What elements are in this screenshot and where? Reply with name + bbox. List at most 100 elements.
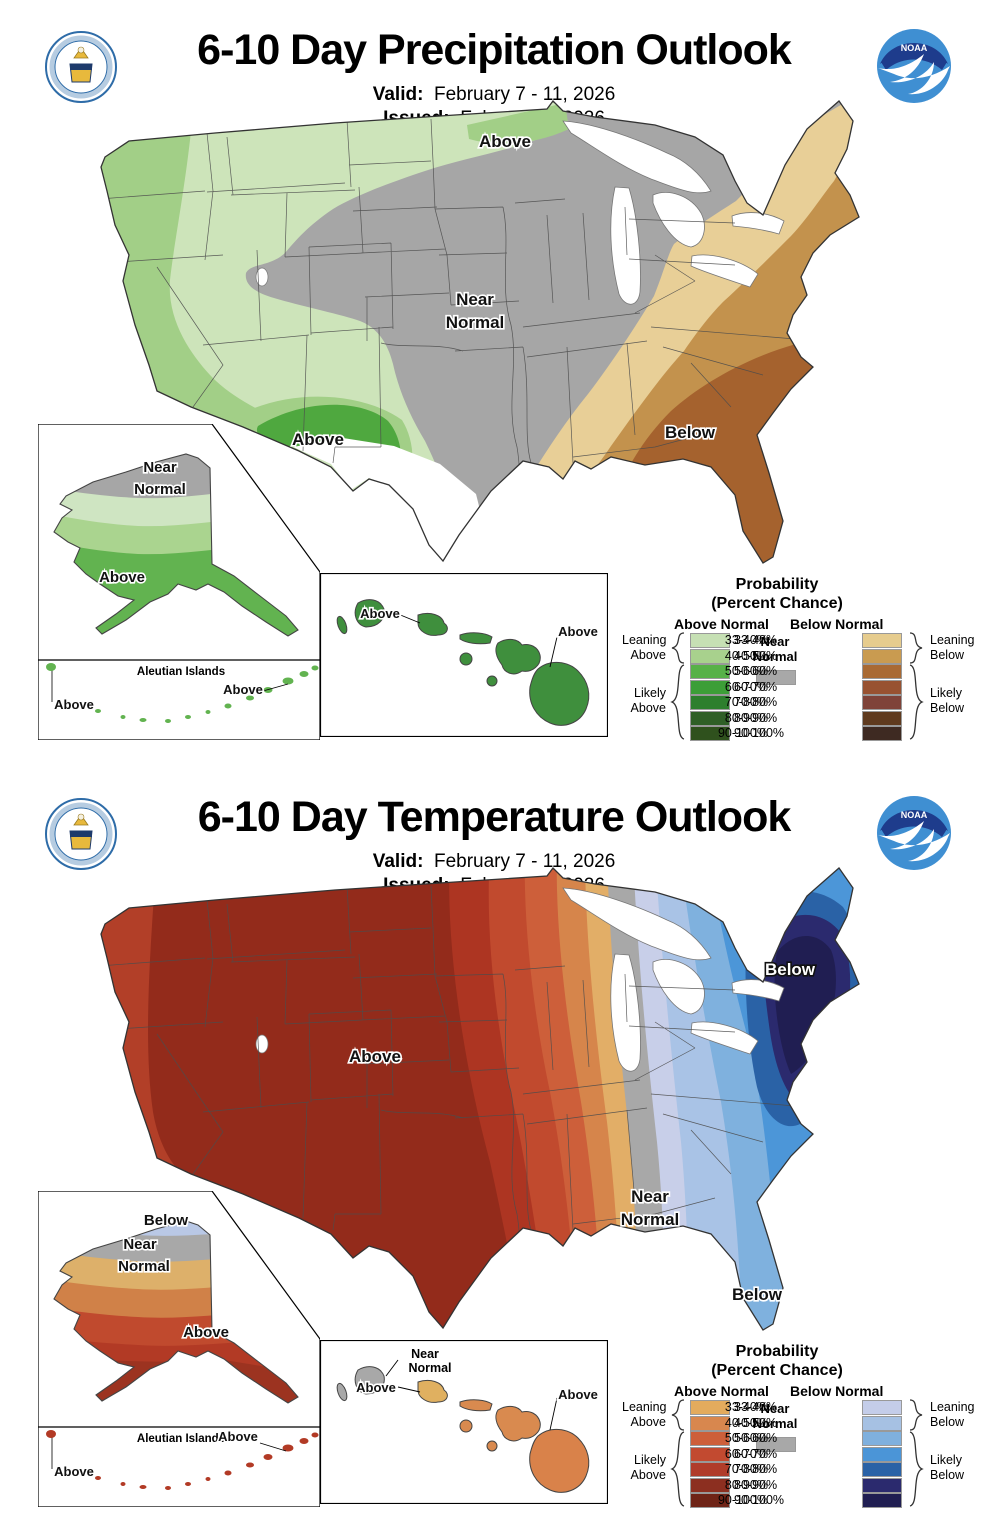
temp-ak-bands	[54, 1221, 298, 1403]
precip-white-texas	[293, 438, 481, 562]
noaa-gull-icon	[878, 821, 950, 862]
swatch	[862, 648, 902, 664]
noaa-logo: NOAA	[877, 796, 951, 870]
likely-below-brace	[909, 664, 924, 740]
noaa-gull-icon	[878, 54, 950, 95]
leaning-below-label: Leaning Below	[930, 633, 975, 662]
leaning-above-label: Leaning Above	[622, 633, 667, 662]
precip-hi-above-left: Above	[360, 606, 400, 621]
temp-hawaii-inset: Near Normal Above Above	[320, 1340, 608, 1504]
temp-ak-above: Above	[183, 1324, 229, 1341]
pct-label: 50-60%	[734, 664, 778, 678]
great-salt-lake	[255, 267, 269, 287]
swatch	[862, 1446, 902, 1462]
noaa-logo-text: NOAA	[901, 810, 928, 820]
pct-label: 60-70%	[734, 679, 778, 694]
pct-label: 90-100%	[734, 1493, 785, 1507]
near-normal-label: Near Normal	[752, 634, 798, 664]
swatch	[690, 1446, 730, 1462]
valid-label: Valid:	[372, 851, 424, 872]
temp-aleutian-above-right: Above	[218, 1429, 258, 1444]
temp-label-below-ne: Below	[765, 960, 816, 979]
swatch	[690, 1400, 730, 1415]
temp-ak-normal: Normal	[118, 1258, 170, 1275]
temp-legend: Probability (Percent Chance) Above Norma…	[612, 1343, 988, 1515]
pct-label: 33-40%	[734, 633, 778, 647]
state-borders	[101, 118, 796, 508]
swatch	[690, 664, 730, 679]
swatch	[862, 1462, 902, 1477]
temp-red-coast-band	[101, 868, 191, 1180]
dept-of-commerce-seal	[45, 31, 117, 103]
precip-ak-above: Above	[99, 569, 145, 586]
near-normal-label: Near Normal	[752, 1401, 798, 1431]
swatch	[690, 679, 730, 695]
pct-label: 80-90%	[734, 1477, 778, 1492]
precip-label-normal: Normal	[446, 313, 505, 332]
swatch	[862, 1431, 902, 1446]
pct-label: 40-50%	[734, 648, 778, 663]
alaska-outline	[53, 1220, 299, 1404]
precip-aleutian-above-left: Above	[54, 697, 94, 712]
near-normal-swatch	[756, 1437, 796, 1452]
precip-ak-near: Near	[143, 459, 177, 476]
valid-value: February 7 - 11, 2026	[433, 851, 616, 872]
temp-aleutians: Aleutian Islands Above Above	[46, 1427, 319, 1490]
swatch	[690, 1462, 730, 1477]
noaa-logo-text: NOAA	[901, 43, 928, 53]
pct-label: 33-40%	[724, 633, 768, 647]
pct-label: 33-40%	[724, 1400, 768, 1414]
precip-label-above-sw: Above	[292, 430, 344, 449]
swatch	[862, 726, 902, 741]
pct-label: 40-50%	[724, 1415, 768, 1430]
pct-label: 50-60%	[734, 1431, 778, 1445]
aleutian-islands-shapes	[46, 663, 319, 723]
near-normal-swatch	[756, 670, 796, 685]
pct-label: 70-80%	[734, 695, 778, 709]
likely-above-label: Likely Above	[630, 1453, 666, 1482]
noaa-logo: NOAA	[877, 29, 951, 103]
pct-label: 50-60%	[724, 664, 768, 678]
temp-label-near: Near	[631, 1187, 669, 1206]
hawaii-islands	[336, 1366, 590, 1493]
swatch	[862, 1493, 902, 1508]
pct-label: 70-80%	[724, 695, 768, 709]
precip-panel: 6-10 Day Precipitation Outlook Valid: Fe…	[38, 26, 988, 748]
precip-alaska-inset: Near Normal Above Aleutian Islands Above…	[38, 424, 320, 740]
precip-label-below-se: Below	[665, 423, 716, 442]
below-normal-header: Below Normal	[790, 616, 884, 632]
swatch	[690, 726, 730, 741]
pct-label: 80-90%	[724, 1477, 768, 1492]
above-normal-header: Above Normal	[674, 616, 769, 632]
temp-alaska-inset: Below Near Normal Above Aleutian Islands…	[38, 1191, 320, 1507]
swatch	[862, 1415, 902, 1431]
great-lakes	[562, 120, 785, 305]
likely-below-label: Likely Below	[930, 686, 965, 715]
swatch	[862, 695, 902, 710]
swatch	[690, 1477, 730, 1493]
pct-label: 60-70%	[734, 1446, 778, 1461]
precip-aleutian-above-right: Above	[223, 682, 263, 697]
aleutian-title: Aleutian Islands	[137, 1433, 225, 1445]
swatch	[690, 1493, 730, 1508]
temp-valid-line: Valid: February 7 - 11, 2026	[0, 851, 988, 873]
pct-label: 90-100%	[717, 1493, 768, 1507]
swatch	[690, 648, 730, 664]
pct-label: 60-70%	[724, 1446, 768, 1461]
precip-hawaii-inset: Above Above	[320, 573, 608, 737]
temp-label-normal: Normal	[621, 1210, 680, 1229]
likely-above-brace	[670, 1431, 685, 1507]
aleutian-islands-shapes	[46, 1430, 319, 1490]
precip-ak-bands	[54, 454, 298, 636]
precip-legend: Probability (Percent Chance) Above Norma…	[612, 576, 988, 748]
swatch	[862, 710, 902, 726]
temp-aleutian-above-left: Above	[54, 1464, 94, 1479]
temp-label-above: Above	[349, 1047, 401, 1066]
pct-label: 60-70%	[724, 679, 768, 694]
swatch	[862, 679, 902, 695]
temp-hi-near: Near	[411, 1347, 439, 1361]
valid-label: Valid:	[372, 84, 424, 105]
leaning-below-label: Leaning Below	[930, 1400, 975, 1429]
leaning-below-brace	[909, 632, 923, 664]
precip-ak-normal: Normal	[134, 481, 186, 498]
